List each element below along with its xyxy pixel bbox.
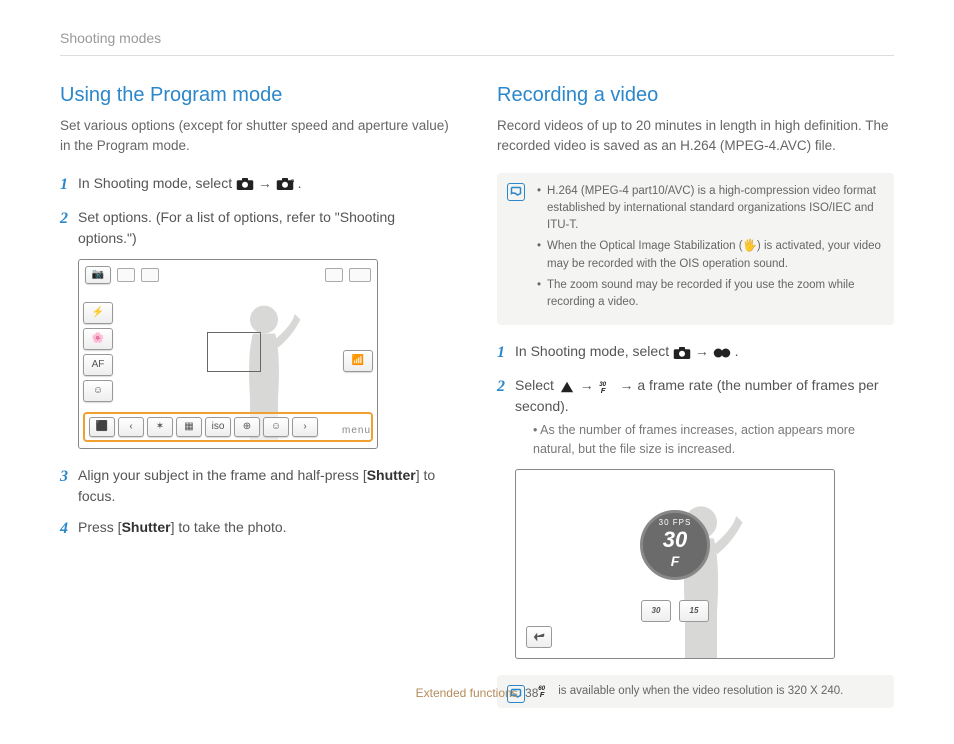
step-text: . — [298, 175, 302, 191]
fps-30-button[interactable]: 30 — [641, 600, 671, 622]
step-text: Press [ — [78, 519, 122, 535]
shutter-label: Shutter — [122, 519, 171, 535]
menu-label[interactable]: menu — [342, 423, 371, 438]
left-title: Using the Program mode — [60, 80, 457, 110]
svg-text:F: F — [600, 386, 605, 394]
back-button[interactable] — [526, 626, 552, 648]
note-list: H.264 (MPEG-4 part10/AVC) is a high-comp… — [537, 183, 882, 312]
option-button[interactable]: ⊕ — [234, 417, 260, 437]
info-note: H.264 (MPEG-4 part10/AVC) is a high-comp… — [497, 173, 894, 326]
mode-badge-icon: 📷 — [85, 266, 111, 284]
nav-right-button[interactable]: › — [292, 417, 318, 437]
step-body: Set options. (For a list of options, ref… — [78, 207, 457, 249]
svg-text:P: P — [291, 179, 294, 185]
right-rail: 📶 — [343, 350, 373, 372]
framerate-icon: 30F — [598, 380, 616, 394]
face-button[interactable]: ☺ — [83, 380, 113, 402]
fps-option-label: 15 — [690, 605, 699, 617]
right-title: Recording a video — [497, 80, 894, 110]
shutter-label: Shutter — [367, 467, 416, 483]
option-button[interactable]: iso — [205, 417, 231, 437]
step-sub-bullet: As the number of frames increases, actio… — [533, 421, 894, 459]
note-item: The zoom sound may be recorded if you us… — [537, 277, 882, 312]
option-button[interactable]: ▦ — [176, 417, 202, 437]
topbar-right — [325, 268, 371, 282]
step-number: 1 — [497, 341, 515, 365]
step-3: 3 Align your subject in the frame and ha… — [60, 465, 457, 507]
left-intro: Set various options (except for shutter … — [60, 116, 457, 157]
note-icon — [507, 183, 525, 201]
step-number: 3 — [60, 465, 78, 489]
wifi-button[interactable]: 📶 — [343, 350, 373, 372]
page-footer: Extended functions 38 — [0, 684, 954, 702]
footer-section: Extended functions — [416, 686, 518, 700]
step-1: 1 In Shooting mode, select → P . — [60, 173, 457, 197]
step-body: Align your subject in the frame and half… — [78, 465, 457, 507]
step-text: In Shooting mode, select — [515, 343, 673, 359]
step-number: 4 — [60, 517, 78, 541]
step-body: Select → 30F → a frame rate (the number … — [515, 375, 894, 459]
fps-option-label: 30 — [652, 605, 661, 617]
videocam-icon — [713, 346, 731, 360]
screenshot-topbar: 📷 — [85, 266, 371, 284]
step-1: 1 In Shooting mode, select → . — [497, 341, 894, 365]
content-columns: Using the Program mode Set various optio… — [60, 80, 894, 724]
page: Shooting modes Using the Program mode Se… — [0, 0, 954, 744]
left-steps: 1 In Shooting mode, select → P . 2 Set o… — [60, 173, 457, 249]
step-number: 2 — [497, 375, 515, 399]
flash-button[interactable]: ⚡ — [83, 302, 113, 324]
step-body: In Shooting mode, select → . — [515, 341, 894, 362]
section-header: Shooting modes — [60, 28, 894, 56]
nav-left-button[interactable]: ‹ — [118, 417, 144, 437]
fps-indicator: 30 FPS 30 F — [640, 510, 710, 580]
step-body: Press [Shutter] to take the photo. — [78, 517, 457, 538]
setting-button[interactable]: ⬛ — [89, 417, 115, 437]
af-button[interactable]: AF — [83, 354, 113, 376]
left-rail: ⚡ 🌸 AF ☺ — [83, 302, 113, 402]
status-icon — [117, 268, 135, 282]
program-mode-screenshot: 📷 ⚡ 🌸 AF ☺ 📶 — [78, 259, 378, 449]
framerate-screenshot: 30 FPS 30 F 30 15 — [515, 469, 835, 659]
right-steps: 1 In Shooting mode, select → . 2 Select — [497, 341, 894, 459]
step-body: In Shooting mode, select → P . — [78, 173, 457, 194]
note-item: H.264 (MPEG-4 part10/AVC) is a high-comp… — [537, 183, 882, 235]
fps-options: 30 15 — [641, 600, 709, 622]
step-text: In Shooting mode, select — [78, 175, 236, 191]
arrow-text: → — [695, 343, 713, 359]
step-2: 2 Select → 30F → a frame rate (the numbe… — [497, 375, 894, 459]
left-column: Using the Program mode Set various optio… — [60, 80, 457, 724]
page-number: 38 — [525, 686, 538, 700]
option-button[interactable]: ✶ — [147, 417, 173, 437]
status-icon — [141, 268, 159, 282]
step-number: 2 — [60, 207, 78, 231]
step-text: ] to take the photo. — [171, 519, 287, 535]
fps-f-icon: F — [671, 551, 680, 572]
fps-value: 30 — [663, 529, 687, 551]
step-number: 1 — [60, 173, 78, 197]
note-item: When the Optical Image Stabilization (🖐)… — [537, 238, 882, 273]
back-arrow-icon — [532, 630, 546, 644]
status-icon — [325, 268, 343, 282]
option-button[interactable]: ☺ — [263, 417, 289, 437]
step-text: Align your subject in the frame and half… — [78, 467, 367, 483]
up-triangle-icon — [558, 380, 576, 394]
battery-icon — [349, 268, 371, 282]
step-text: . — [735, 343, 739, 359]
camera-p-icon: P — [276, 177, 294, 191]
step-text: Select — [515, 377, 558, 393]
focus-rect — [207, 332, 261, 372]
arrow-text: → — [258, 175, 276, 191]
bottom-rail-highlight: ⬛ ‹ ✶ ▦ iso ⊕ ☺ › — [83, 412, 373, 442]
right-intro: Record videos of up to 20 minutes in len… — [497, 116, 894, 157]
step-4: 4 Press [Shutter] to take the photo. — [60, 517, 457, 541]
macro-button[interactable]: 🌸 — [83, 328, 113, 350]
camera-icon — [673, 346, 691, 360]
right-column: Recording a video Record videos of up to… — [497, 80, 894, 724]
fps-15-button[interactable]: 15 — [679, 600, 709, 622]
step-2: 2 Set options. (For a list of options, r… — [60, 207, 457, 249]
arrow-text: → — [580, 377, 598, 393]
camera-icon — [236, 177, 254, 191]
left-steps-2: 3 Align your subject in the frame and ha… — [60, 465, 457, 541]
topbar-left: 📷 — [85, 266, 159, 284]
